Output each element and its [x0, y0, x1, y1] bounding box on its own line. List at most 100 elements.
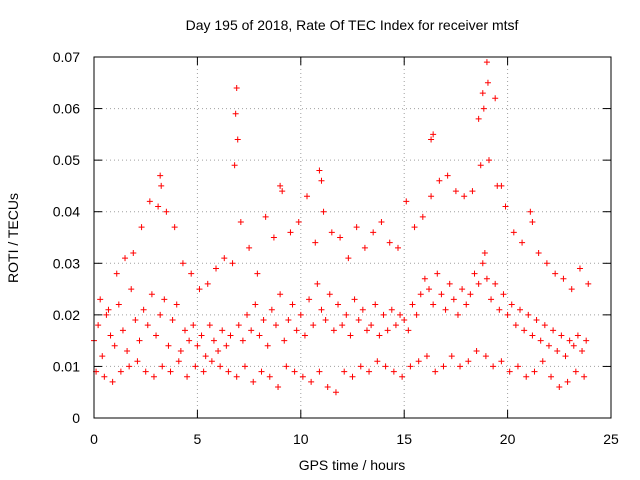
y-tick-label: 0	[72, 410, 80, 426]
data-point	[361, 244, 368, 251]
data-point	[376, 332, 383, 339]
x-tick-labels: 0 5 10 15 20 25	[90, 431, 619, 447]
data-point	[161, 296, 168, 303]
data-point	[374, 358, 381, 365]
data-point	[159, 363, 166, 370]
data-point	[277, 182, 284, 189]
data-point	[583, 337, 590, 344]
data-point	[417, 291, 424, 298]
data-point	[415, 358, 422, 365]
data-point	[432, 368, 439, 375]
data-point	[566, 337, 573, 344]
data-point	[113, 270, 120, 277]
data-point	[107, 332, 114, 339]
data-point	[229, 260, 236, 267]
data-point	[244, 311, 251, 318]
data-point	[409, 301, 416, 308]
data-point	[552, 270, 559, 277]
data-point	[158, 182, 165, 189]
data-point	[492, 280, 499, 287]
data-point	[231, 162, 238, 169]
data-point	[444, 172, 451, 179]
data-point	[177, 347, 184, 354]
data-point	[382, 363, 389, 370]
data-points	[91, 59, 592, 396]
data-point	[277, 291, 284, 298]
data-point	[283, 363, 290, 370]
data-point	[219, 327, 226, 334]
data-point	[217, 363, 224, 370]
data-point	[384, 327, 391, 334]
data-point	[496, 306, 503, 313]
data-point	[473, 347, 480, 354]
data-point	[304, 193, 311, 200]
data-point	[483, 59, 490, 66]
data-point	[262, 213, 269, 220]
y-tick-label: 0.03	[53, 255, 80, 271]
data-point	[370, 229, 377, 236]
data-point	[324, 384, 331, 391]
data-point	[479, 90, 486, 97]
data-point	[343, 311, 350, 318]
data-point	[479, 260, 486, 267]
data-point	[287, 229, 294, 236]
data-point	[289, 301, 296, 308]
data-point	[233, 84, 240, 91]
data-point	[434, 270, 441, 277]
data-point	[235, 322, 242, 329]
data-point	[337, 234, 344, 241]
data-point	[363, 327, 370, 334]
data-point	[186, 337, 193, 344]
data-point	[169, 317, 176, 324]
x-tick-label: 10	[293, 431, 309, 447]
data-point	[221, 255, 228, 262]
data-point	[529, 219, 536, 226]
data-point	[403, 198, 410, 205]
data-point	[314, 280, 321, 287]
data-point	[413, 311, 420, 318]
data-point	[461, 193, 468, 200]
data-point	[148, 291, 155, 298]
data-point	[204, 280, 211, 287]
data-point	[171, 224, 178, 231]
data-point	[475, 280, 482, 287]
data-point	[163, 208, 170, 215]
grid-lines	[94, 57, 611, 418]
data-point	[568, 286, 575, 293]
data-point	[119, 327, 126, 334]
data-point	[200, 368, 207, 375]
data-point	[318, 177, 325, 184]
data-point	[392, 322, 399, 329]
data-point	[483, 275, 490, 282]
data-point	[239, 337, 246, 344]
data-point	[452, 188, 459, 195]
data-point	[543, 260, 550, 267]
data-point	[481, 249, 488, 256]
data-point	[291, 368, 298, 375]
data-point	[574, 332, 581, 339]
data-point	[153, 332, 160, 339]
data-point	[295, 219, 302, 226]
data-point	[411, 224, 418, 231]
data-point	[258, 368, 265, 375]
data-point	[500, 291, 507, 298]
data-point	[103, 311, 110, 318]
data-point	[510, 229, 517, 236]
data-point	[128, 286, 135, 293]
data-point	[184, 373, 191, 380]
data-point	[541, 322, 548, 329]
data-point	[318, 306, 325, 313]
data-point	[556, 384, 563, 391]
data-point	[531, 368, 538, 375]
y-axis-label: ROTI / TECUs	[5, 193, 21, 283]
data-point	[450, 296, 457, 303]
data-point	[349, 373, 356, 380]
data-point	[264, 342, 271, 349]
data-point	[517, 306, 524, 313]
data-point	[215, 347, 222, 354]
data-point	[477, 162, 484, 169]
data-point	[225, 368, 232, 375]
data-point	[124, 347, 131, 354]
data-point	[459, 286, 466, 293]
